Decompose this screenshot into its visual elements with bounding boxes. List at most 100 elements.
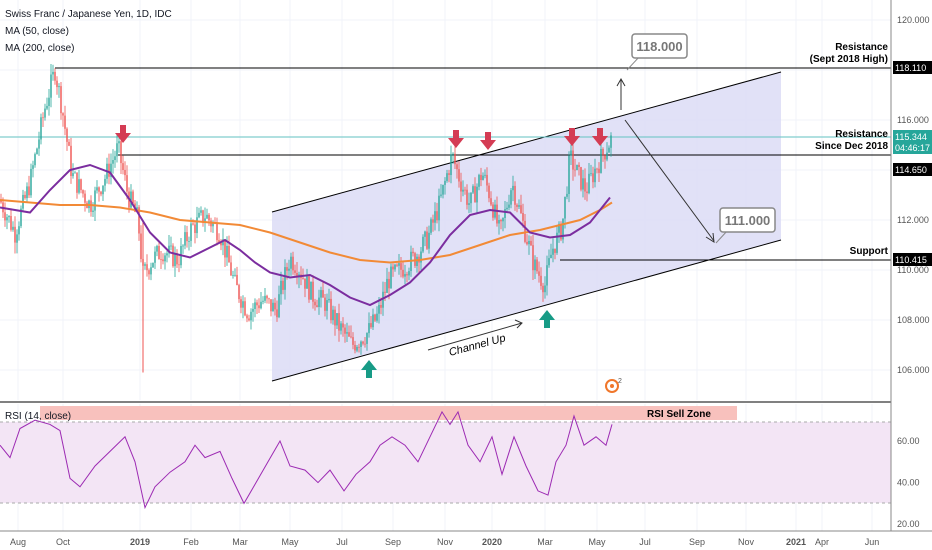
- candle: [438, 188, 440, 232]
- candle: [4, 202, 6, 227]
- candle: [586, 182, 588, 202]
- candle: [288, 259, 290, 278]
- candle: [122, 155, 124, 175]
- candle: [34, 152, 36, 168]
- candle: [276, 300, 278, 322]
- candle: [10, 208, 12, 232]
- candle: [8, 215, 10, 223]
- price-tag-resistance-dec: 114.650: [893, 163, 932, 176]
- candle: [582, 169, 584, 198]
- rsi-legend[interactable]: RSI (14, close): [5, 411, 71, 422]
- candle: [278, 285, 280, 319]
- candle: [570, 144, 572, 165]
- resistance-sept-label-2: (Sept 2018 High): [810, 54, 888, 65]
- candle: [110, 153, 112, 185]
- rsi-band: [0, 422, 891, 503]
- candle: [376, 306, 378, 323]
- candle: [308, 274, 310, 303]
- candle: [94, 186, 96, 221]
- ma200-legend[interactable]: MA (200, close): [5, 43, 74, 54]
- candle: [0, 193, 2, 204]
- candle: [272, 299, 274, 312]
- candle: [394, 263, 396, 272]
- candle: [602, 147, 604, 162]
- candle: [190, 217, 192, 247]
- candle: [404, 264, 406, 285]
- candle: [282, 277, 284, 295]
- candle: [120, 140, 122, 174]
- candle: [96, 180, 98, 194]
- candle: [60, 82, 62, 120]
- candle: [574, 158, 576, 177]
- price-axis-label: 120.000: [897, 15, 930, 25]
- candle: [44, 103, 46, 121]
- candle: [554, 248, 556, 260]
- candle: [506, 201, 508, 212]
- candle: [490, 191, 492, 207]
- candle: [580, 166, 582, 192]
- candle: [126, 165, 128, 200]
- candle: [176, 249, 178, 268]
- resistance-sept-label-1: Resistance: [835, 42, 888, 53]
- candle: [526, 234, 528, 246]
- candle: [58, 83, 60, 98]
- symbol-legend[interactable]: Swiss Franc / Japanese Yen, 1D, IDC: [5, 9, 172, 20]
- candle: [28, 175, 30, 198]
- rsi-axis[interactable]: 60.00 40.00 20.00: [897, 436, 920, 529]
- candle: [140, 225, 142, 263]
- candle: [146, 254, 148, 277]
- candle: [16, 229, 18, 254]
- candle: [598, 162, 600, 182]
- support-label: Support: [850, 246, 889, 257]
- candle: [472, 184, 474, 194]
- candle: [392, 263, 394, 277]
- candle: [368, 312, 370, 338]
- candle: [320, 286, 322, 308]
- candle: [124, 161, 126, 181]
- candle: [396, 263, 398, 268]
- candle: [364, 337, 366, 348]
- candle: [208, 213, 210, 226]
- candle: [196, 206, 198, 239]
- candle: [440, 184, 442, 198]
- candle: [256, 299, 258, 314]
- candle: [64, 105, 66, 136]
- svg-text:114.650: 114.650: [895, 165, 927, 175]
- candle: [164, 252, 166, 270]
- candle: [244, 297, 246, 317]
- candle: [202, 209, 204, 227]
- candle: [6, 214, 8, 230]
- candle: [312, 275, 314, 309]
- candle: [76, 172, 78, 199]
- candle: [230, 255, 232, 276]
- target-up-callout: 118.000: [626, 33, 688, 71]
- rsi-line: [0, 410, 613, 510]
- candle: [238, 283, 240, 303]
- candle: [540, 267, 542, 290]
- candle: [46, 97, 48, 111]
- candle: [206, 208, 208, 219]
- candle: [54, 68, 56, 85]
- candle: [434, 202, 436, 231]
- last-price: 115.344: [895, 132, 927, 142]
- candle: [68, 139, 70, 147]
- time-axis-label: Sep: [385, 537, 401, 547]
- ma50-legend[interactable]: MA (50, close): [5, 26, 69, 37]
- candle: [356, 345, 358, 353]
- event-icon[interactable]: 2: [605, 378, 622, 393]
- candle: [406, 271, 408, 283]
- candle: [600, 140, 602, 174]
- candle: [12, 221, 14, 232]
- candle: [318, 289, 320, 315]
- red-arrow-4: [564, 128, 580, 146]
- candle: [284, 259, 286, 300]
- candle: [338, 303, 340, 342]
- candle: [500, 218, 502, 230]
- time-axis-label: Feb: [183, 537, 199, 547]
- candle: [422, 234, 424, 254]
- candle: [608, 145, 610, 153]
- candle: [432, 214, 434, 232]
- countdown: 04:46:17: [895, 143, 930, 153]
- time-axis[interactable]: Aug Oct 2019 Feb Mar May Jul Sep Nov 2020 Mar May Ju…: [10, 537, 879, 547]
